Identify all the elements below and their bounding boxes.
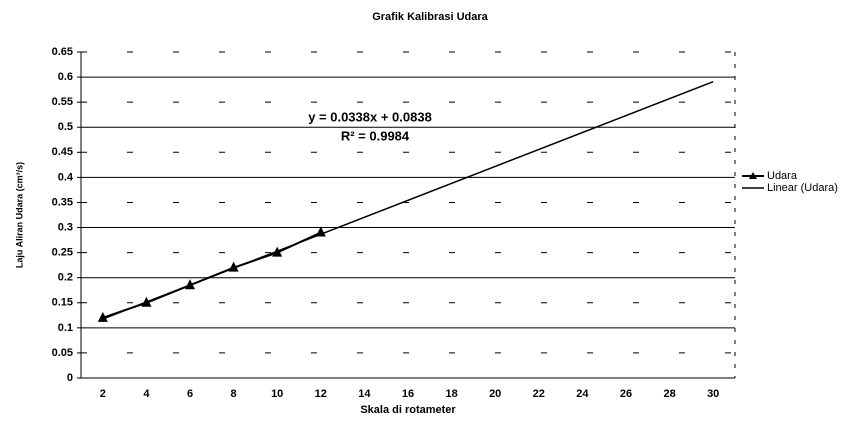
y-tick-label: 0.35: [52, 196, 73, 208]
y-tick-label: 0.45: [52, 146, 73, 158]
chart-title: Grafik Kalibrasi Udara: [372, 11, 488, 23]
series-line: [103, 233, 321, 318]
x-tick-label: 20: [489, 388, 501, 400]
y-tick-label: 0.5: [58, 121, 73, 133]
x-tick-label: 2: [100, 388, 106, 400]
x-tick-label: 6: [187, 388, 193, 400]
y-tick-label: 0.6: [58, 71, 73, 83]
x-tick-label: 26: [620, 388, 632, 400]
y-tick-label: 0.1: [58, 322, 73, 334]
legend-label: Udara: [767, 170, 798, 182]
y-tick-label: 0.65: [52, 46, 73, 58]
y-tick-label: 0.2: [58, 272, 73, 284]
y-tick-label: 0.4: [58, 171, 74, 183]
equation: y = 0.0338x + 0.0838: [308, 109, 432, 124]
y-tick-label: 0: [67, 372, 73, 384]
chart: Grafik Kalibrasi Udara Skala di rotamete…: [0, 0, 858, 423]
legend-label: Linear (Udara): [767, 182, 838, 194]
x-tick-label: 24: [576, 388, 589, 400]
x-tick-label: 16: [402, 388, 414, 400]
x-axis-label: Skala di rotameter: [360, 404, 456, 416]
x-tick-label: 18: [445, 388, 457, 400]
marker: [316, 227, 326, 237]
x-tick-label: 30: [707, 388, 719, 400]
x-tick-label: 10: [271, 388, 283, 400]
x-tick-label: 8: [231, 388, 237, 400]
y-tick-label: 0.15: [52, 297, 73, 309]
x-tick-label: 28: [663, 388, 675, 400]
x-tick-label: 4: [143, 388, 150, 400]
y-tick-label: 0.05: [52, 347, 73, 359]
y-tick-label: 0.25: [52, 247, 73, 259]
x-tick-label: 14: [358, 388, 371, 400]
y-tick-label: 0.55: [52, 96, 73, 108]
y-axis-label: Laju Aliran Udara (cm³/s): [14, 162, 24, 268]
y-tick-label: 0.3: [58, 221, 73, 233]
x-tick-label: 12: [315, 388, 327, 400]
r-squared: R² = 0.9984: [341, 128, 410, 143]
x-tick-label: 22: [533, 388, 545, 400]
